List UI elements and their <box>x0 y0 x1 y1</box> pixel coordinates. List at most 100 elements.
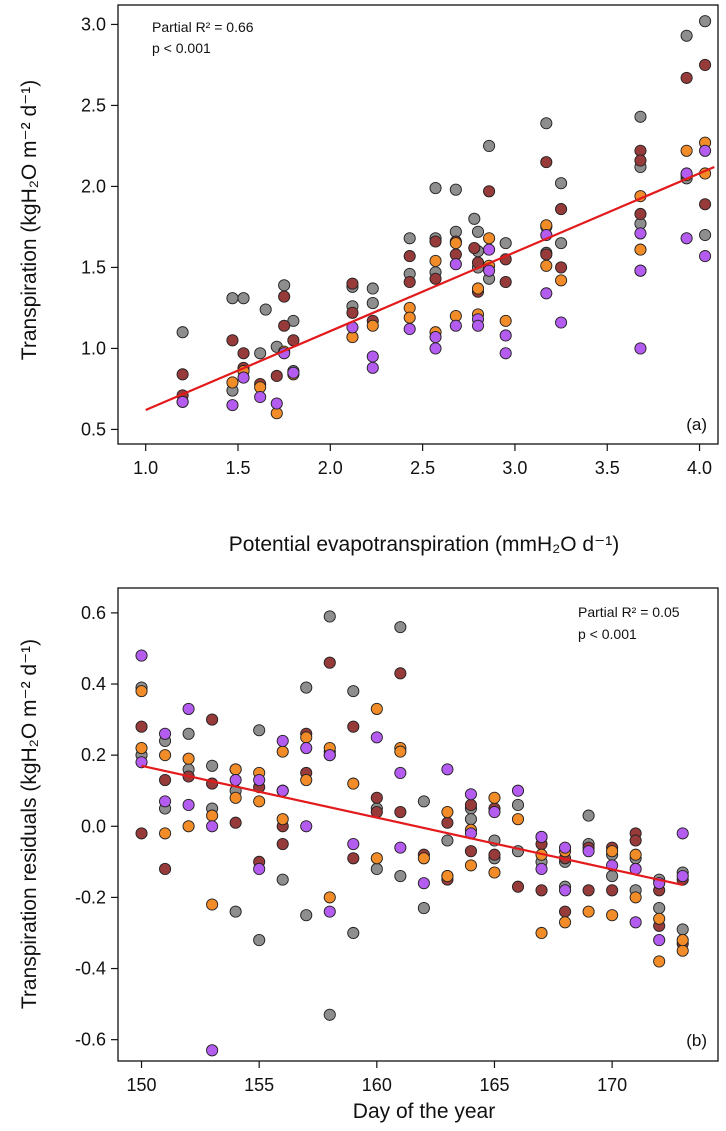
plot-frame-b <box>117 587 719 1062</box>
point-orange-b <box>629 848 642 861</box>
point-purple-b <box>394 841 407 854</box>
point-darkred-b <box>511 880 525 893</box>
point-orange-a <box>226 376 239 389</box>
point-darkred-b <box>606 884 619 897</box>
point-purple-a <box>499 329 512 342</box>
point-purple-a <box>429 331 442 344</box>
point-orange-b <box>606 909 619 922</box>
point-darkred-a <box>555 203 568 216</box>
y-tick-label-b: 0.2 <box>81 745 106 765</box>
x-tick-label-a: 1.5 <box>225 458 250 478</box>
point-darkred-a <box>634 154 647 167</box>
point-purple-a <box>634 227 647 240</box>
point-orange-b <box>488 791 501 804</box>
point-purple-a <box>287 366 300 379</box>
annotation-r2-a: Partial R² = 0.66 <box>152 19 254 35</box>
point-gray-a <box>468 212 481 225</box>
point-gray-b <box>300 681 313 694</box>
point-purple-b <box>676 870 689 883</box>
point-gray-b <box>606 870 619 883</box>
panel-b-marks: 150 155 160 165 170 -0.6 -0.4 -0.2 0.0 0.2 0.4 0.6 <box>75 603 689 1095</box>
y-axis-label-b: Transpiration residuals (kgH₂O m⁻² d⁻¹) <box>18 639 41 1009</box>
point-orange-a <box>366 319 379 332</box>
point-gray-a <box>287 314 300 327</box>
point-darkred-a <box>237 347 250 360</box>
x-tick-label-a: 4.0 <box>687 458 712 478</box>
point-gray-b <box>653 902 666 915</box>
point-gray-b <box>441 834 454 847</box>
point-gray-b <box>323 1008 336 1021</box>
point-darkred-b <box>347 852 360 865</box>
y-tick-label-b: 0.6 <box>81 603 106 623</box>
point-purple-b <box>394 766 407 779</box>
point-purple-a <box>555 316 568 329</box>
y-tick-label-a: 2.0 <box>81 176 106 196</box>
point-purple-b <box>559 884 572 897</box>
point-darkred-b <box>464 798 477 811</box>
point-gray-b <box>417 902 430 915</box>
point-gray-a <box>680 29 693 42</box>
point-orange-b <box>582 905 595 918</box>
point-orange-a <box>680 144 693 157</box>
x-tick-label-b: 155 <box>244 1075 274 1095</box>
point-darkred-b <box>559 905 572 918</box>
point-gray-a <box>699 228 712 242</box>
point-orange-b <box>653 912 666 925</box>
point-purple-a <box>634 342 647 355</box>
point-gray-b <box>182 727 195 740</box>
point-orange-b <box>441 870 454 883</box>
point-darkred-b <box>488 848 501 861</box>
point-darkred-a <box>226 334 239 347</box>
point-purple-a <box>366 350 379 363</box>
y-tick-label-b: 0.4 <box>81 674 106 694</box>
y-tick-label-b: 0.0 <box>81 816 106 836</box>
x-tick-label-a: 3.0 <box>502 458 527 478</box>
point-purple-a <box>176 395 189 408</box>
point-purple-b <box>276 784 289 797</box>
point-purple-b <box>559 841 572 854</box>
y-tick-label-b: -0.4 <box>75 959 106 979</box>
point-purple-a <box>449 319 462 332</box>
point-darkred-a <box>278 290 291 303</box>
point-darkred-b <box>276 838 289 851</box>
point-orange-b <box>347 777 360 790</box>
point-purple-a <box>699 250 712 263</box>
point-darkred-a <box>270 369 283 383</box>
point-purple-a <box>634 264 647 277</box>
point-purple-a <box>483 243 496 256</box>
point-purple-a <box>699 144 712 157</box>
point-darkred-a <box>699 58 712 71</box>
point-purple-a <box>254 390 267 404</box>
point-darkred-b <box>229 816 242 829</box>
x-tick-label-a: 2.0 <box>318 458 343 478</box>
point-gray-b <box>370 862 383 876</box>
point-gray-a <box>366 297 379 310</box>
panel-label-b: (b) <box>686 1031 707 1050</box>
point-purple-a <box>403 322 416 336</box>
point-gray-b <box>253 934 266 947</box>
point-gray-a <box>555 177 568 190</box>
point-orange-a <box>540 259 553 272</box>
point-darkred-a <box>346 306 359 319</box>
point-purple-b <box>653 934 666 947</box>
point-purple-a <box>429 342 442 355</box>
point-orange-a <box>403 311 416 324</box>
point-darkred-b <box>535 884 548 897</box>
point-darkred-b <box>347 720 360 733</box>
point-purple-b <box>159 795 172 808</box>
point-purple-b <box>229 773 242 787</box>
y-tick-label-b: -0.2 <box>75 887 106 907</box>
y-tick-label-a: 1.5 <box>81 257 106 277</box>
fit-line-a <box>145 165 715 411</box>
point-darkred-b <box>394 806 407 819</box>
point-purple-a <box>540 287 553 300</box>
point-purple-b <box>206 1044 219 1057</box>
point-purple-b <box>676 827 689 840</box>
point-darkred-a <box>403 250 416 263</box>
point-orange-b <box>229 791 242 804</box>
y-tick-label-a: 2.5 <box>81 95 106 115</box>
point-orange-b <box>606 845 619 858</box>
point-gray-b <box>582 809 595 822</box>
point-orange-a <box>449 237 462 250</box>
